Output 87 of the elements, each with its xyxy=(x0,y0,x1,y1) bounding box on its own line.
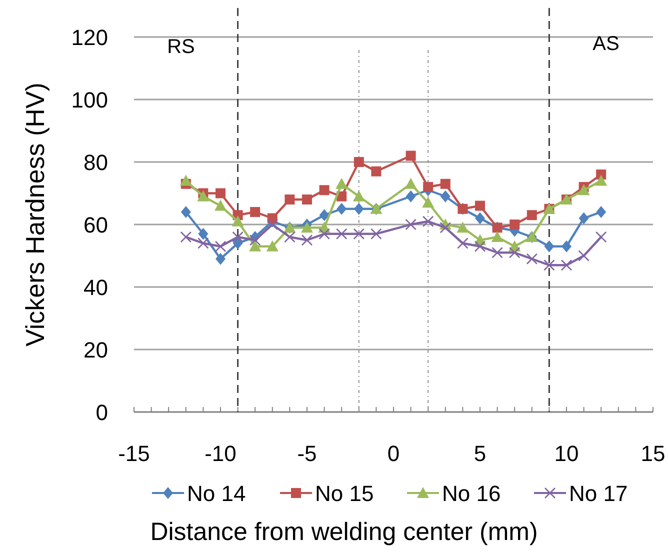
y-tick-label: 100 xyxy=(71,88,108,112)
point xyxy=(336,228,348,240)
x-tick-label: 15 xyxy=(640,441,666,466)
point xyxy=(510,220,520,230)
point xyxy=(508,246,520,258)
point xyxy=(318,228,330,240)
x-tick-label: 0 xyxy=(387,441,400,466)
point xyxy=(475,212,485,224)
point xyxy=(249,240,262,252)
point xyxy=(456,222,469,233)
point xyxy=(544,240,554,252)
y-tick-label: 20 xyxy=(84,338,108,362)
point xyxy=(216,188,226,198)
point xyxy=(440,222,452,234)
point xyxy=(354,157,364,167)
x-tick-label: -10 xyxy=(204,441,236,466)
y-tick-label: 40 xyxy=(84,275,108,300)
point xyxy=(336,202,347,215)
point xyxy=(492,246,503,258)
point xyxy=(284,194,295,204)
legend-label: No 16 xyxy=(442,481,501,506)
point xyxy=(214,240,226,252)
point xyxy=(370,228,382,240)
point xyxy=(406,190,416,202)
point xyxy=(578,250,590,262)
point xyxy=(474,240,486,252)
point xyxy=(266,240,278,252)
point xyxy=(578,184,590,196)
point xyxy=(440,190,450,202)
point xyxy=(422,216,434,228)
point xyxy=(232,231,244,243)
point xyxy=(578,212,589,224)
x-tick-label: -15 xyxy=(118,441,150,466)
point xyxy=(336,178,348,189)
point xyxy=(232,215,244,226)
legend-label: No 15 xyxy=(315,481,374,506)
point xyxy=(214,200,226,211)
x-axis-title: Distance from welding center (mm) xyxy=(150,518,538,546)
x-tick-label: -5 xyxy=(297,441,317,466)
point xyxy=(180,206,191,218)
legend-label: No 14 xyxy=(187,481,246,506)
point xyxy=(491,231,504,242)
point xyxy=(232,237,243,250)
point xyxy=(405,218,416,230)
point xyxy=(560,259,572,271)
point xyxy=(423,182,434,192)
point xyxy=(249,234,261,246)
point xyxy=(301,234,313,246)
point xyxy=(440,178,450,189)
annotation: AS xyxy=(592,33,620,55)
point xyxy=(406,150,416,161)
point xyxy=(595,231,607,243)
point xyxy=(526,253,538,265)
x-tick-label: 10 xyxy=(554,441,579,466)
point xyxy=(197,190,210,202)
point xyxy=(457,238,468,249)
point xyxy=(198,238,209,249)
point xyxy=(301,222,313,233)
point xyxy=(302,194,312,204)
point xyxy=(250,207,260,217)
y-tick-label: 120 xyxy=(71,25,108,50)
point xyxy=(180,174,192,186)
point xyxy=(284,231,296,243)
point xyxy=(371,166,382,176)
point xyxy=(353,228,365,240)
point xyxy=(319,209,330,222)
annotation: RS xyxy=(167,36,195,58)
point xyxy=(562,240,572,252)
point xyxy=(198,228,208,240)
point xyxy=(475,200,485,211)
y-tick-label: 80 xyxy=(84,150,108,175)
point xyxy=(422,196,434,208)
y-axis-title: Vickers Hardness (HV) xyxy=(20,82,50,346)
point xyxy=(352,190,365,202)
point xyxy=(596,206,606,218)
x-tick-label: 5 xyxy=(474,441,486,466)
y-tick-label: 0 xyxy=(96,400,108,425)
point xyxy=(404,178,417,189)
point xyxy=(544,259,555,271)
point xyxy=(354,202,364,215)
point xyxy=(216,252,226,265)
point xyxy=(319,185,330,196)
point xyxy=(595,174,608,186)
point xyxy=(526,210,537,220)
point xyxy=(180,231,192,243)
y-tick-label: 60 xyxy=(84,212,108,238)
legend-label: No 17 xyxy=(569,481,628,506)
